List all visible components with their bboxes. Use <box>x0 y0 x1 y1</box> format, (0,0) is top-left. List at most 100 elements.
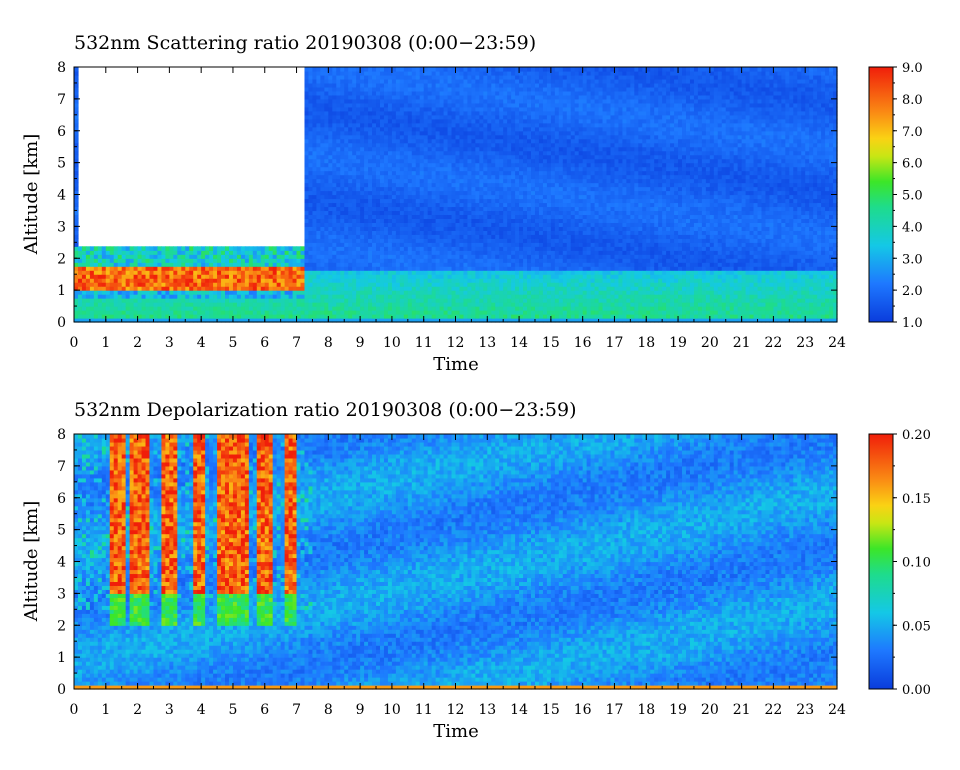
heatmap-cell <box>392 218 397 223</box>
heatmap-cell <box>416 302 421 307</box>
heatmap-cell <box>273 258 278 263</box>
heatmap-cell <box>157 302 162 307</box>
heatmap-cell <box>487 214 492 219</box>
heatmap-cell <box>491 159 496 164</box>
heatmap-cell <box>503 183 508 188</box>
heatmap-cell <box>452 250 457 255</box>
heatmap-cell <box>201 314 206 319</box>
heatmap-cell <box>364 270 369 275</box>
heatmap-cell <box>320 71 325 76</box>
heatmap-cell <box>150 266 155 271</box>
heatmap-cell <box>452 111 457 116</box>
heatmap-cell <box>428 198 433 203</box>
heatmap-cell <box>515 290 520 295</box>
heatmap-cell <box>467 206 472 211</box>
heatmap-cell <box>416 147 421 152</box>
heatmap-cell <box>368 298 373 303</box>
heatmap-cell <box>221 310 226 315</box>
heatmap-cell <box>420 195 425 200</box>
heatmap-cell <box>539 99 544 104</box>
heatmap-cell <box>495 286 500 291</box>
heatmap-cell <box>424 195 429 200</box>
heatmap-cell <box>197 262 202 267</box>
heatmap-cell <box>456 131 461 136</box>
heatmap-cell <box>74 234 79 239</box>
heatmap-cell <box>424 286 429 291</box>
heatmap-cell <box>459 286 464 291</box>
heatmap-cell <box>388 111 393 116</box>
heatmap-cell <box>316 163 321 168</box>
heatmap-cell <box>459 202 464 207</box>
heatmap-cell <box>452 218 457 223</box>
heatmap-cell <box>360 314 365 319</box>
heatmap-cell <box>507 147 512 152</box>
heatmap-cell <box>511 254 516 259</box>
heatmap-cell <box>308 191 313 196</box>
heatmap-cell <box>197 306 202 311</box>
heatmap-cell <box>459 258 464 263</box>
heatmap-cell <box>312 234 317 239</box>
heatmap-cell <box>412 163 417 168</box>
heatmap-cell <box>332 179 337 184</box>
heatmap-cell <box>245 278 250 283</box>
heatmap-cell <box>384 270 389 275</box>
heatmap-cell <box>360 175 365 180</box>
heatmap-cell <box>467 83 472 88</box>
heatmap-cell <box>499 226 504 231</box>
heatmap-cell <box>527 254 532 259</box>
heatmap-cell <box>368 99 373 104</box>
heatmap-cell <box>225 298 230 303</box>
heatmap-cell <box>527 115 532 120</box>
heatmap-cell <box>424 147 429 152</box>
heatmap-cell <box>495 214 500 219</box>
heatmap-cell <box>98 278 103 283</box>
heatmap-cell <box>408 127 413 132</box>
heatmap-cell <box>511 67 516 72</box>
heatmap-cell <box>491 119 496 124</box>
heatmap-cell <box>463 306 468 311</box>
heatmap-cell <box>499 159 504 164</box>
heatmap-cell <box>360 179 365 184</box>
heatmap-cell <box>245 254 250 259</box>
heatmap-cell <box>475 314 480 319</box>
heatmap-cell <box>360 155 365 160</box>
heatmap-cell <box>535 119 540 124</box>
heatmap-cell <box>340 123 345 128</box>
heatmap-cell <box>328 79 333 84</box>
heatmap-cell <box>146 262 151 267</box>
heatmap-cell <box>448 210 453 215</box>
heatmap-cell <box>519 143 524 148</box>
heatmap-cell <box>408 302 413 307</box>
heatmap-cell <box>308 222 313 227</box>
heatmap-cell <box>420 143 425 148</box>
heatmap-cell <box>539 79 544 84</box>
heatmap-cell <box>452 75 457 80</box>
heatmap-cell <box>507 67 512 72</box>
heatmap-cell <box>304 179 309 184</box>
heatmap-cell <box>400 222 405 227</box>
heatmap-cell <box>388 278 393 283</box>
heatmap-cell <box>118 302 123 307</box>
heatmap-cell <box>332 230 337 235</box>
heatmap-cell <box>293 282 298 287</box>
heatmap-cell <box>440 151 445 156</box>
heatmap-cell <box>531 286 536 291</box>
heatmap-cell <box>106 278 111 283</box>
heatmap-cell <box>364 286 369 291</box>
heatmap-cell <box>157 254 162 259</box>
heatmap-cell <box>285 258 290 263</box>
heatmap-cell <box>110 294 115 299</box>
heatmap-cell <box>511 167 516 172</box>
heatmap-cell <box>209 310 214 315</box>
heatmap-cell <box>487 187 492 192</box>
heatmap-cell <box>348 75 353 80</box>
heatmap-cell <box>344 111 349 116</box>
heatmap-cell <box>368 214 373 219</box>
heatmap-cell <box>452 99 457 104</box>
heatmap-cell <box>408 163 413 168</box>
heatmap-cell <box>308 95 313 100</box>
heatmap-cell <box>416 258 421 263</box>
heatmap-cell <box>535 183 540 188</box>
heatmap-cell <box>138 246 143 251</box>
heatmap-cell <box>475 135 480 140</box>
